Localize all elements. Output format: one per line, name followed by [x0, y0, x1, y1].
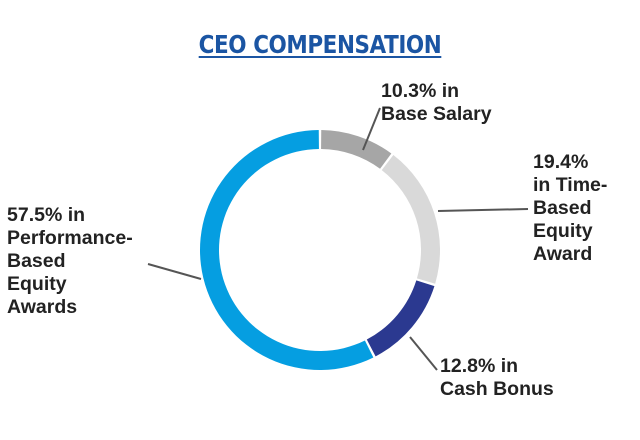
data-label-cash-bonus: 12.8% in Cash Bonus — [440, 355, 554, 400]
leader-line-performance-equity — [147, 263, 202, 280]
leader-line-base-salary — [362, 107, 381, 151]
chart-title: CEO COMPENSATION — [45, 30, 595, 59]
leader-lines — [147, 107, 529, 371]
leader-line-time-based-equity — [437, 208, 529, 212]
slice-base-salary — [321, 130, 392, 169]
data-label-time-based-equity: 19.4% in Time- Based Equity Award — [533, 151, 608, 265]
chart-title-text: CEO COMPENSATION — [198, 30, 442, 59]
data-label-performance-equity: 57.5% in Performance- Based Equity Award… — [7, 204, 133, 318]
data-label-base-salary: 10.3% in Base Salary — [381, 80, 492, 125]
slice-cash-bonus — [366, 280, 435, 357]
donut-slices — [200, 130, 441, 370]
slice-time-based-equity — [381, 155, 441, 284]
leader-line-cash-bonus — [409, 336, 438, 371]
slice-performance-equity — [200, 130, 374, 370]
